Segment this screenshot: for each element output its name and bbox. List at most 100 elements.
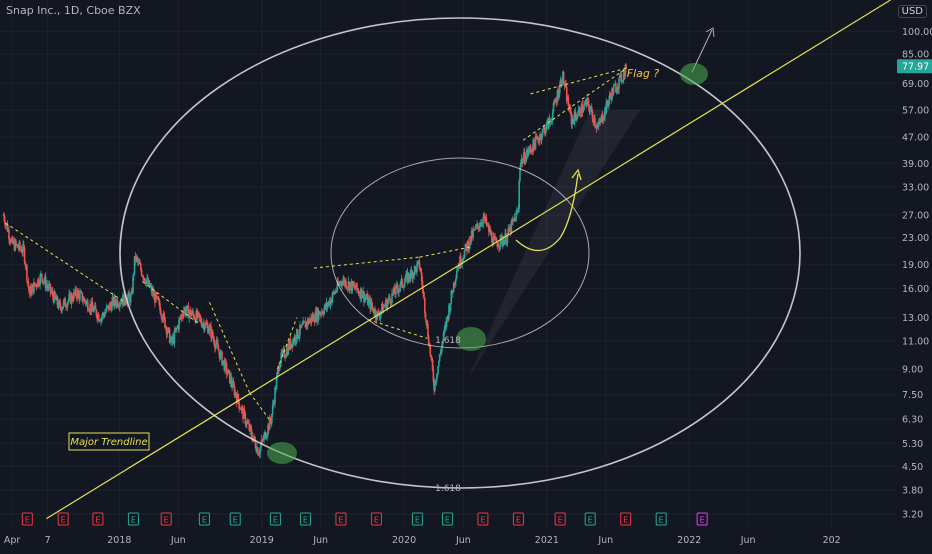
candle-body: [573, 111, 576, 124]
candle-body: [138, 261, 141, 264]
candle-body: [217, 343, 219, 350]
candle-body: [214, 344, 217, 349]
candle-body: [579, 107, 581, 116]
event-marker[interactable]: E: [229, 512, 241, 526]
candle-body: [422, 289, 425, 293]
candle-body: [53, 291, 56, 303]
event-marker[interactable]: E: [696, 512, 708, 526]
candle-body: [367, 299, 370, 306]
time-tick-label: 2020: [392, 535, 416, 546]
time-tick-label: Jun: [170, 535, 186, 546]
candle-body: [38, 284, 41, 286]
candle-body: [166, 332, 169, 335]
event-marker-letter: E: [516, 516, 521, 525]
candle-body: [589, 109, 591, 112]
candle-body: [221, 360, 224, 365]
event-marker[interactable]: E: [477, 512, 489, 526]
fib-circle-outer: [119, 17, 801, 489]
event-marker[interactable]: E: [269, 512, 281, 526]
candle-body: [65, 306, 67, 308]
candle-body: [22, 244, 25, 248]
candle-body: [519, 162, 522, 168]
candle-body: [181, 314, 183, 317]
event-marker[interactable]: E: [655, 512, 667, 526]
candle-body: [125, 302, 127, 304]
candle-body: [225, 363, 228, 374]
event-marker[interactable]: E: [92, 512, 104, 526]
event-marker[interactable]: E: [160, 512, 172, 526]
event-marker-box: [441, 512, 453, 526]
event-marker[interactable]: E: [127, 512, 139, 526]
candle-body: [300, 325, 303, 328]
time-tick-label: 202: [823, 535, 841, 546]
candle-body: [238, 401, 240, 409]
event-marker[interactable]: E: [584, 512, 596, 526]
candle-body: [253, 436, 256, 442]
candle-body: [541, 135, 543, 140]
candle-body: [485, 217, 488, 225]
candle-body: [268, 417, 271, 430]
event-marker[interactable]: E: [512, 512, 524, 526]
candle-body: [423, 292, 425, 298]
candle-body: [413, 266, 416, 275]
event-marker[interactable]: E: [57, 512, 69, 526]
event-marker-box: [655, 512, 667, 526]
highlight-circle: [456, 327, 486, 351]
candle-body: [438, 354, 441, 362]
candle-body: [154, 292, 157, 303]
candle-body: [109, 303, 112, 306]
candle-body: [21, 252, 24, 254]
candle-body: [441, 340, 444, 346]
price-tick-label: 23.00: [902, 233, 929, 244]
candle-body: [527, 151, 530, 155]
candle-body: [342, 281, 344, 286]
event-marker-letter: E: [415, 516, 420, 525]
event-marker[interactable]: E: [370, 512, 382, 526]
event-marker-letter: E: [25, 516, 30, 525]
time-tick-label: Jun: [312, 535, 328, 546]
candle-body: [523, 151, 526, 163]
candle-body: [371, 306, 374, 308]
event-marker-box: [696, 512, 708, 526]
candle-body: [583, 104, 585, 111]
candle-body: [418, 260, 421, 268]
candle-body: [357, 290, 360, 294]
candle-body: [479, 226, 481, 228]
candle-body: [167, 327, 169, 333]
candle-body: [404, 279, 407, 283]
event-marker-box: [198, 512, 210, 526]
candle-body: [431, 359, 434, 370]
candle-body: [197, 311, 200, 314]
event-marker[interactable]: E: [620, 512, 632, 526]
price-axis-background: [896, 0, 932, 550]
event-marker[interactable]: E: [198, 512, 210, 526]
candle-body: [449, 303, 452, 311]
candle-body: [519, 167, 521, 182]
candle-body: [8, 239, 11, 241]
event-marker[interactable]: E: [441, 512, 453, 526]
currency-button[interactable]: USD: [897, 5, 927, 18]
candle-body: [464, 243, 467, 251]
event-marker[interactable]: E: [554, 512, 566, 526]
candle-body: [420, 272, 423, 281]
candle-body: [532, 139, 535, 153]
event-marker[interactable]: E: [299, 512, 311, 526]
event-marker[interactable]: E: [411, 512, 423, 526]
candle-body: [240, 407, 243, 411]
candle-body: [408, 273, 410, 279]
event-marker[interactable]: E: [335, 512, 347, 526]
time-tick-label: 2022: [677, 535, 701, 546]
event-marker[interactable]: E: [21, 512, 33, 526]
candle-body: [410, 269, 413, 272]
candle-body: [542, 128, 545, 130]
candle-body: [432, 369, 435, 382]
candle-body: [190, 314, 193, 317]
candle-body: [594, 125, 597, 127]
candle-body: [227, 369, 229, 374]
candle-body: [254, 441, 257, 449]
candle-body: [389, 299, 392, 304]
candle-body: [87, 310, 90, 312]
candle-body: [393, 287, 396, 294]
